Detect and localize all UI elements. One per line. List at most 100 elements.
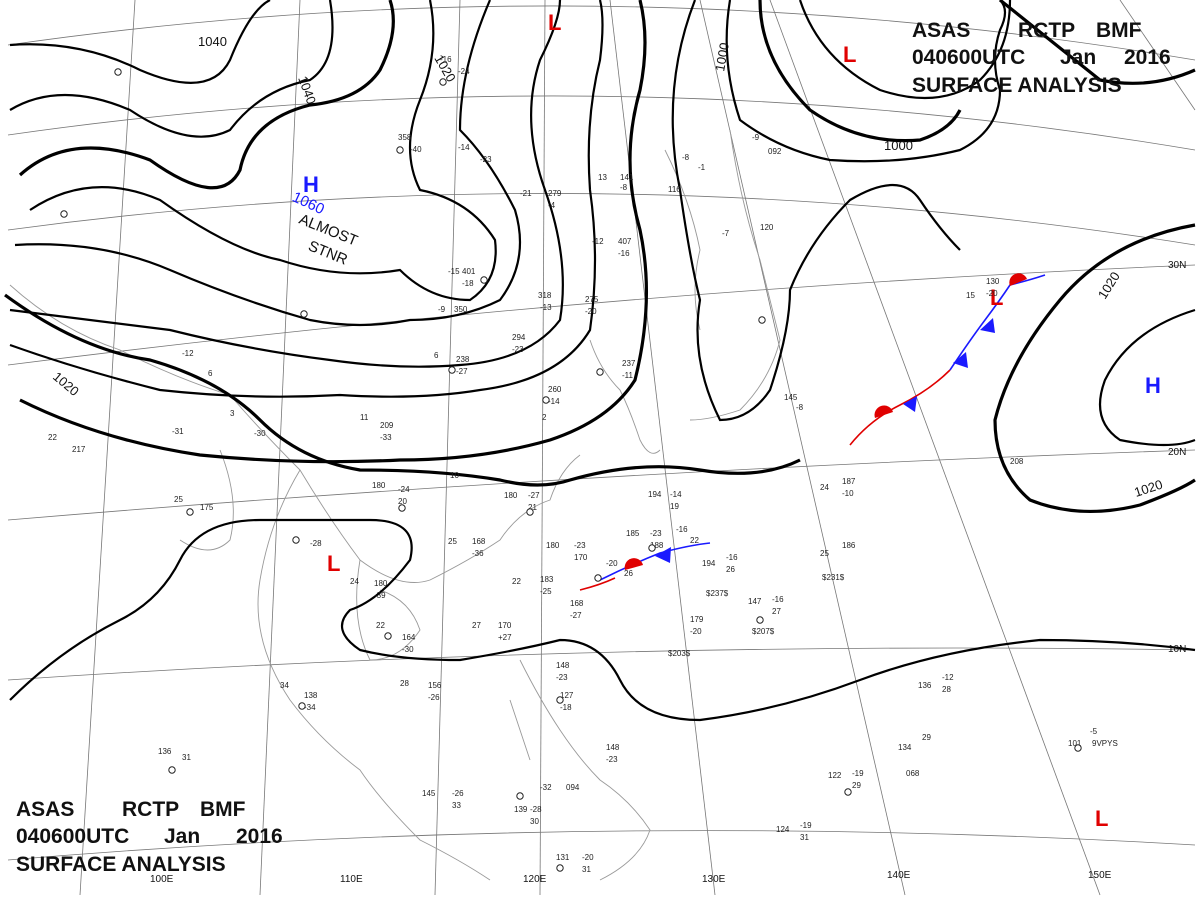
station-value: -27 bbox=[528, 491, 540, 500]
station-marker bbox=[516, 792, 524, 800]
station-value: -31 bbox=[172, 427, 184, 436]
station-value: -13 bbox=[540, 303, 552, 312]
station-value: -20 bbox=[986, 289, 998, 298]
station-value: -7 bbox=[722, 229, 730, 238]
station-value: 124 bbox=[776, 825, 790, 834]
high-pressure-symbol: H bbox=[303, 172, 319, 197]
station-value: -20 bbox=[690, 627, 702, 636]
station-value: -20 bbox=[582, 853, 594, 862]
station-value: 279 bbox=[548, 189, 562, 198]
station-value: 31 bbox=[800, 833, 809, 842]
station-value: -18 bbox=[462, 279, 474, 288]
station-value: 148 bbox=[606, 743, 620, 752]
station-marker bbox=[1074, 744, 1082, 752]
station-value: 318 bbox=[538, 291, 552, 300]
title-line1-item: RCTP bbox=[122, 798, 179, 821]
longitude-label: 100E bbox=[150, 874, 174, 885]
station-value: -26 bbox=[428, 693, 440, 702]
station-value: 31 bbox=[582, 865, 591, 874]
station-marker bbox=[480, 276, 488, 284]
station-value: 29 bbox=[852, 781, 861, 790]
longitude-label: 110E bbox=[340, 874, 363, 885]
station-value: -5 bbox=[1090, 727, 1098, 736]
station-value: 170 bbox=[498, 621, 512, 630]
title-line1-item: BMF bbox=[200, 798, 246, 821]
title-block-top: ASAS RCTP BMF 040600UTC Jan 2016 SURFACE… bbox=[912, 19, 1171, 97]
station-value: 260 bbox=[548, 385, 562, 394]
station-value: 275 bbox=[585, 295, 599, 304]
title-line2-item: 2016 bbox=[236, 825, 283, 848]
station-value: $237$ bbox=[706, 589, 729, 598]
station-value: 168 bbox=[570, 599, 584, 608]
station-value: -28 bbox=[310, 539, 322, 548]
station-value: 170 bbox=[574, 553, 588, 562]
station-value: 141 bbox=[620, 173, 634, 182]
graticule bbox=[7, 0, 1196, 896]
station-marker bbox=[526, 508, 534, 516]
station-marker bbox=[439, 78, 447, 86]
station-value: 131 bbox=[556, 853, 570, 862]
station-value: -25 bbox=[540, 587, 552, 596]
station-value: 101 bbox=[1068, 739, 1082, 748]
station-value: -14 bbox=[548, 397, 560, 406]
station-marker bbox=[114, 68, 122, 76]
station-value: 350 bbox=[454, 305, 468, 314]
station-value: -30 bbox=[254, 429, 266, 438]
station-value: 25 bbox=[174, 495, 183, 504]
station-value: 13 bbox=[598, 173, 607, 182]
station-value: -28 bbox=[530, 805, 542, 814]
station-value: 238 bbox=[456, 355, 470, 364]
title-block-bottom: ASAS RCTP BMF 040600UTC Jan 2016 SURFACE… bbox=[16, 798, 283, 876]
latitude-label: 10N bbox=[1168, 644, 1186, 655]
station-value: 092 bbox=[768, 147, 782, 156]
station-marker bbox=[298, 702, 306, 710]
station-value: 25 bbox=[820, 549, 829, 558]
low-pressure-symbol: L bbox=[990, 285, 1003, 310]
station-marker bbox=[596, 368, 604, 376]
station-value: 209 bbox=[380, 421, 394, 430]
station-marker bbox=[844, 788, 852, 796]
station-value: 120 bbox=[760, 223, 774, 232]
station-value: 122 bbox=[828, 771, 842, 780]
isobar-label: 1040 bbox=[198, 34, 227, 49]
station-value: 116 bbox=[668, 185, 681, 194]
station-value: 22 bbox=[690, 536, 699, 545]
station-value: 180 bbox=[504, 491, 518, 500]
station-value: 208 bbox=[1010, 457, 1024, 466]
station-value: -8 bbox=[620, 183, 628, 192]
station-value: 21 bbox=[528, 503, 537, 512]
station-value: -21 bbox=[520, 189, 532, 198]
station-value: 068 bbox=[906, 769, 920, 778]
station-value: 156 bbox=[428, 681, 442, 690]
station-value: -16 bbox=[618, 249, 630, 258]
station-value: 094 bbox=[566, 783, 580, 792]
station-value: -24 bbox=[398, 485, 410, 494]
station-value: +27 bbox=[498, 633, 512, 642]
isobar-label: 1000 bbox=[884, 138, 913, 153]
station-value: 139 bbox=[514, 805, 528, 814]
isobars bbox=[4, 0, 1196, 722]
station-marker bbox=[300, 310, 308, 318]
longitude-label: 150E bbox=[1088, 870, 1112, 881]
station-value: 19 bbox=[670, 502, 679, 511]
station-value: -15 bbox=[448, 267, 460, 276]
station-value: -16 bbox=[676, 525, 688, 534]
station-value: -18 bbox=[560, 703, 572, 712]
station-value: 148 bbox=[556, 661, 570, 670]
latitude-label: 20N bbox=[1168, 447, 1186, 458]
station-marker bbox=[292, 536, 300, 544]
title-line3: SURFACE ANALYSIS bbox=[912, 74, 1122, 97]
station-value: -30 bbox=[402, 645, 414, 654]
station-value: 138 bbox=[304, 691, 318, 700]
station-value: 136 bbox=[158, 747, 172, 756]
station-value: 194 bbox=[648, 490, 662, 499]
station-value: 24 bbox=[820, 483, 829, 492]
station-value: -4 bbox=[548, 201, 556, 210]
station-value: 147 bbox=[748, 597, 762, 606]
station-value: 407 bbox=[618, 237, 632, 246]
low-pressure-symbol: L bbox=[843, 42, 856, 67]
station-value: 34 bbox=[280, 681, 289, 690]
station-value: -14 bbox=[458, 143, 470, 152]
station-value: 15 bbox=[966, 291, 975, 300]
